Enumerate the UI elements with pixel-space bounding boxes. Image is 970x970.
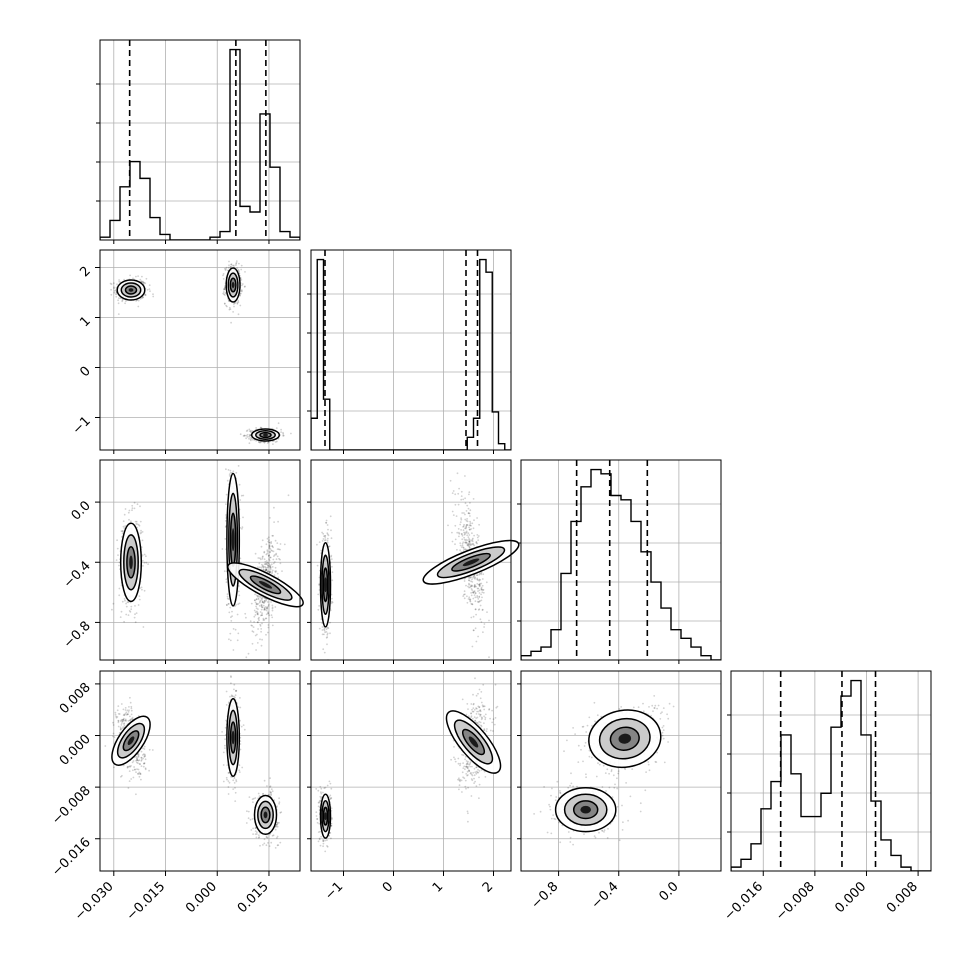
y-tick-label: 2 (77, 264, 93, 280)
axes-frame (520, 459, 722, 661)
y-tick-label: −0.8 (61, 619, 94, 652)
histogram-panel-2 (307, 249, 512, 451)
scatter-panel-1-2 (99, 249, 301, 451)
scatter-panel-1-3 (99, 459, 304, 661)
x-tick-label: −1 (322, 879, 346, 903)
density-contours (225, 267, 241, 303)
x-tick-label: 0.0 (656, 879, 681, 904)
density-contours (116, 279, 146, 301)
histogram-step (100, 48, 300, 240)
axes-frame (99, 39, 301, 241)
scatter-panel-2-4 (310, 670, 512, 872)
y-tick-label: −1 (70, 414, 94, 438)
axes-frame (99, 670, 301, 872)
density-contours (226, 472, 241, 607)
density-contours (319, 541, 332, 628)
histogram-panel-3 (517, 459, 722, 661)
density-contours (227, 562, 304, 608)
scatter-panel-2-3 (310, 459, 520, 661)
density-contours (422, 539, 520, 585)
histogram-step (731, 679, 931, 871)
scatter-panel-1-4 (99, 670, 301, 872)
x-tick-label: −0.4 (589, 879, 622, 912)
y-tick-label: 0 (77, 364, 93, 380)
y-tick-label: −0.4 (61, 558, 94, 591)
density-contours (226, 698, 241, 777)
y-tick-label: −0.016 (49, 835, 94, 880)
density-contours (250, 428, 281, 442)
histogram-panel-1 (96, 39, 301, 241)
x-tick-label: 2 (480, 879, 496, 895)
x-tick-label: 1 (430, 879, 446, 895)
density-contours (253, 794, 278, 836)
x-tick-label: −0.030 (72, 879, 117, 924)
x-tick-label: 0.008 (884, 879, 921, 916)
x-tick-label: −0.016 (722, 879, 767, 924)
axes-frame (99, 459, 301, 661)
y-tick-label: 0.000 (57, 732, 94, 769)
histogram-step (521, 468, 721, 660)
axes-frame (310, 249, 512, 451)
y-tick-label: 0.008 (57, 680, 94, 717)
y-tick-label: 1 (77, 314, 93, 330)
axes-frame (520, 670, 722, 872)
density-contours (319, 793, 332, 839)
x-tick-label: −0.015 (124, 879, 169, 924)
axes-frame (310, 670, 512, 872)
x-tick-label: 0.000 (183, 879, 220, 916)
histogram-panel-4 (727, 670, 932, 872)
sample-points (315, 677, 499, 853)
density-contours (119, 522, 143, 603)
y-tick-label: −0.008 (49, 783, 94, 828)
y-tick-label: 0.0 (69, 498, 94, 523)
axes-frame (730, 670, 932, 872)
density-contours (588, 709, 662, 769)
x-tick-label: 0.000 (832, 879, 869, 916)
scatter-panel-3-4 (520, 670, 722, 872)
axes-frame (99, 249, 301, 451)
x-tick-label: 0 (380, 879, 396, 895)
x-tick-label: −0.8 (528, 879, 561, 912)
x-tick-label: 0.015 (235, 879, 272, 916)
axes-frame (310, 459, 512, 661)
x-tick-label: −0.008 (773, 879, 818, 924)
density-contours (111, 715, 151, 766)
histogram-step (311, 258, 511, 450)
density-contours (445, 710, 502, 774)
density-contours (554, 787, 617, 833)
